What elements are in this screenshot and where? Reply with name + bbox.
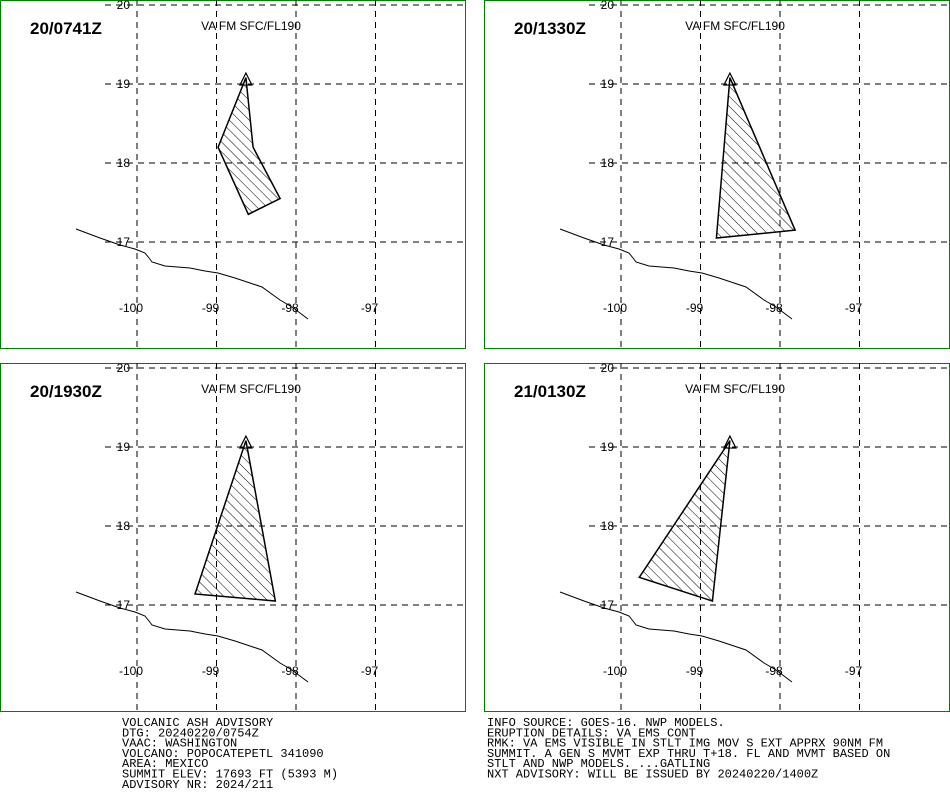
longitude-label: -100 [603, 301, 627, 315]
latitude-label: 18 [601, 519, 615, 533]
volcano-marker [238, 434, 253, 449]
longitude-label: -98 [281, 664, 299, 678]
longitude-label: -97 [361, 664, 379, 678]
advisory-line: INFO SOURCE: GOES-16. NWP MODELS. [487, 716, 725, 730]
latitude-label: 20 [117, 0, 131, 12]
latitude-label: 18 [601, 156, 615, 170]
flight-level: VA FM SFC/FL190 [685, 19, 785, 33]
advisory-line: VOLCANIC ASH ADVISORY [122, 716, 273, 730]
valid-time: 20/0741Z [30, 19, 102, 38]
volcano-marker [722, 434, 737, 449]
longitude-label: -100 [603, 664, 627, 678]
latitude-label: 18 [117, 519, 131, 533]
latitude-label: 20 [601, 361, 615, 375]
longitude-label: -100 [119, 664, 143, 678]
longitude-label: -99 [202, 664, 220, 678]
valid-time: 21/0130Z [514, 382, 586, 401]
advisory-line: STLT AND NWP MODELS. ...GATLING [487, 757, 710, 771]
advisory-line: SUMMIT. A GEN S MVMT EXP THRU T+18. FL A… [487, 747, 890, 761]
longitude-label: -98 [281, 301, 299, 315]
ash-area [217, 77, 282, 216]
latitude-label: 19 [117, 440, 131, 454]
advisory-line: AREA: MEXICO [122, 757, 208, 771]
longitude-label: -99 [686, 664, 704, 678]
longitude-label: -98 [765, 664, 783, 678]
flight-level: VA FM SFC/FL190 [201, 19, 301, 33]
advisory-line: SUMMIT ELEV: 17693 FT (5393 M) [122, 768, 338, 782]
longitude-label: -97 [361, 301, 379, 315]
advisory-line: RMK: VA EMS VISIBLE IN STLT IMG MOV S EX… [487, 737, 883, 751]
longitude-label: -99 [686, 301, 704, 315]
volcano-marker [238, 71, 253, 86]
valid-time: 20/1330Z [514, 19, 586, 38]
advisory-line: DTG: 20240220/0754Z [122, 726, 259, 740]
latitude-label: 20 [117, 361, 131, 375]
advisory-line: VOLCANO: POPOCATEPETL 341090 [122, 747, 324, 761]
longitude-label: -98 [765, 301, 783, 315]
valid-time: 20/1930Z [30, 382, 102, 401]
advisory-line: VAAC: WASHINGTON [122, 737, 237, 751]
panel-border [0, 363, 466, 712]
longitude-label: -97 [845, 664, 863, 678]
advisory-line: ERUPTION DETAILS: VA EMS CONT [487, 726, 696, 740]
ash-area [638, 440, 731, 603]
ash-area [194, 440, 277, 602]
panel-border [0, 0, 466, 349]
flight-level: VA FM SFC/FL190 [685, 382, 785, 396]
latitude-label: 20 [601, 0, 615, 12]
advisory-line: NXT ADVISORY: WILL BE ISSUED BY 20240220… [487, 768, 818, 782]
flight-level: VA FM SFC/FL190 [201, 382, 301, 396]
longitude-label: -100 [119, 301, 143, 315]
longitude-label: -97 [845, 301, 863, 315]
panel-border [484, 0, 950, 349]
volcano-marker [722, 71, 737, 86]
latitude-label: 19 [601, 440, 615, 454]
longitude-label: -99 [202, 301, 220, 315]
advisory-line: ADVISORY NR: 2024/211 [122, 778, 273, 792]
latitude-label: 18 [117, 156, 131, 170]
ash-area [715, 77, 797, 239]
latitude-label: 19 [601, 77, 615, 91]
latitude-label: 19 [117, 77, 131, 91]
